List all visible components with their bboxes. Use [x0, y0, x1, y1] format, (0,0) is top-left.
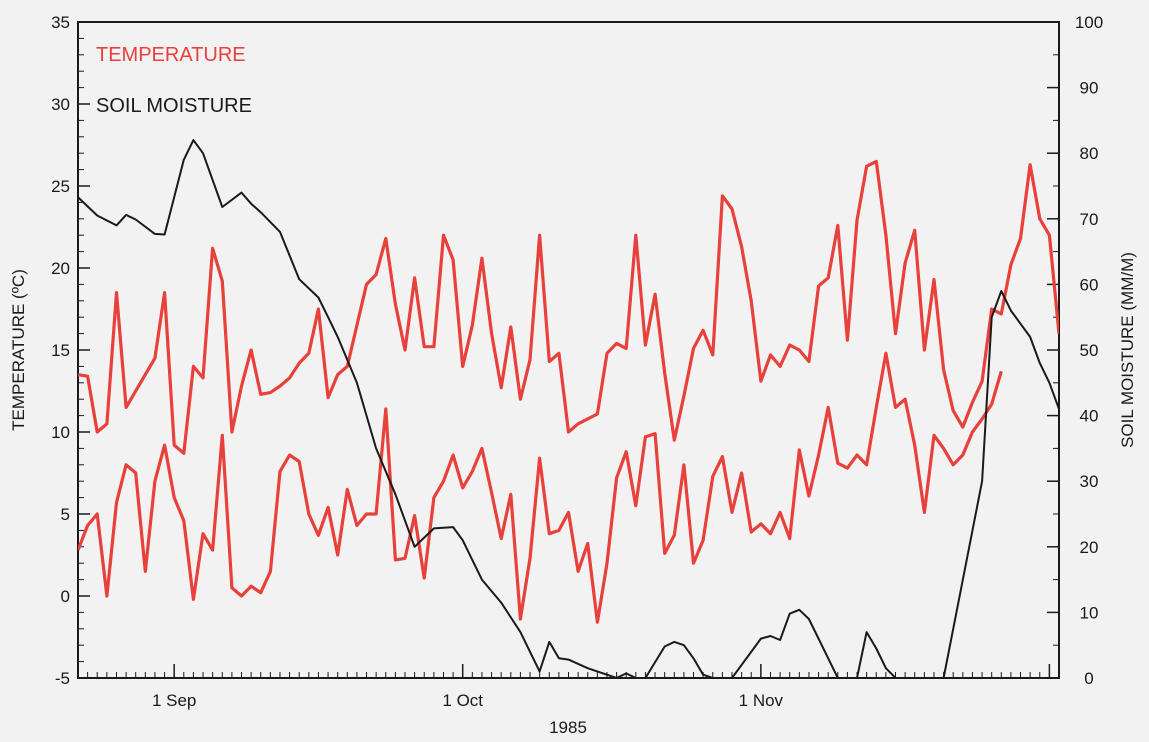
right-tick-label: 50 [1080, 341, 1099, 360]
left-tick-label: 0 [61, 587, 70, 606]
legend-temperature: TEMPERATURE [96, 44, 246, 66]
soil-moisture-line [78, 139, 1059, 678]
right-tick-label: 20 [1080, 538, 1099, 557]
right-tick-label: 0 [1084, 669, 1093, 688]
right-tick-label: 60 [1080, 275, 1099, 294]
left-tick-label: 20 [51, 259, 70, 278]
x-axis-ticks: 1 Sep 1 Oct 1 Nov [77, 664, 1060, 710]
series-layer [78, 139, 1059, 678]
legend-soil-moisture: SOIL MOISTURE [96, 95, 252, 117]
left-axis-ticks: -5 0 5 10 15 20 25 30 35 [51, 13, 90, 688]
x-tick-label: 1 Oct [442, 691, 483, 710]
right-tick-label: 30 [1080, 472, 1099, 491]
right-tick-label: 90 [1080, 79, 1099, 98]
x-tick-label: 1 Sep [152, 691, 196, 710]
x-axis-title: 1985 [549, 718, 587, 737]
x-tick-label: 1 Nov [739, 691, 784, 710]
right-axis-title: SOIL MOISTURE (MM/M) [1118, 252, 1137, 448]
left-tick-label: -5 [55, 669, 70, 688]
left-tick-label: 35 [51, 13, 70, 32]
right-axis-ticks: 0 10 20 30 40 50 60 70 80 90 100 [1047, 13, 1103, 688]
right-tick-label: 100 [1075, 13, 1103, 32]
left-tick-label: 10 [51, 423, 70, 442]
left-tick-label: 15 [51, 341, 70, 360]
right-tick-label: 40 [1080, 407, 1099, 426]
right-tick-label: 80 [1080, 144, 1099, 163]
left-tick-label: 30 [51, 95, 70, 114]
left-tick-label: 25 [51, 177, 70, 196]
temperature-max-line [78, 159, 1059, 455]
left-axis-title: TEMPERATURE (ºC) [9, 269, 28, 431]
temperature-min-line [78, 351, 1003, 624]
left-tick-label: 5 [61, 505, 70, 524]
legend: TEMPERATURE SOIL MOISTURE [96, 44, 252, 117]
right-tick-label: 70 [1080, 210, 1099, 229]
right-tick-label: 10 [1080, 603, 1099, 622]
